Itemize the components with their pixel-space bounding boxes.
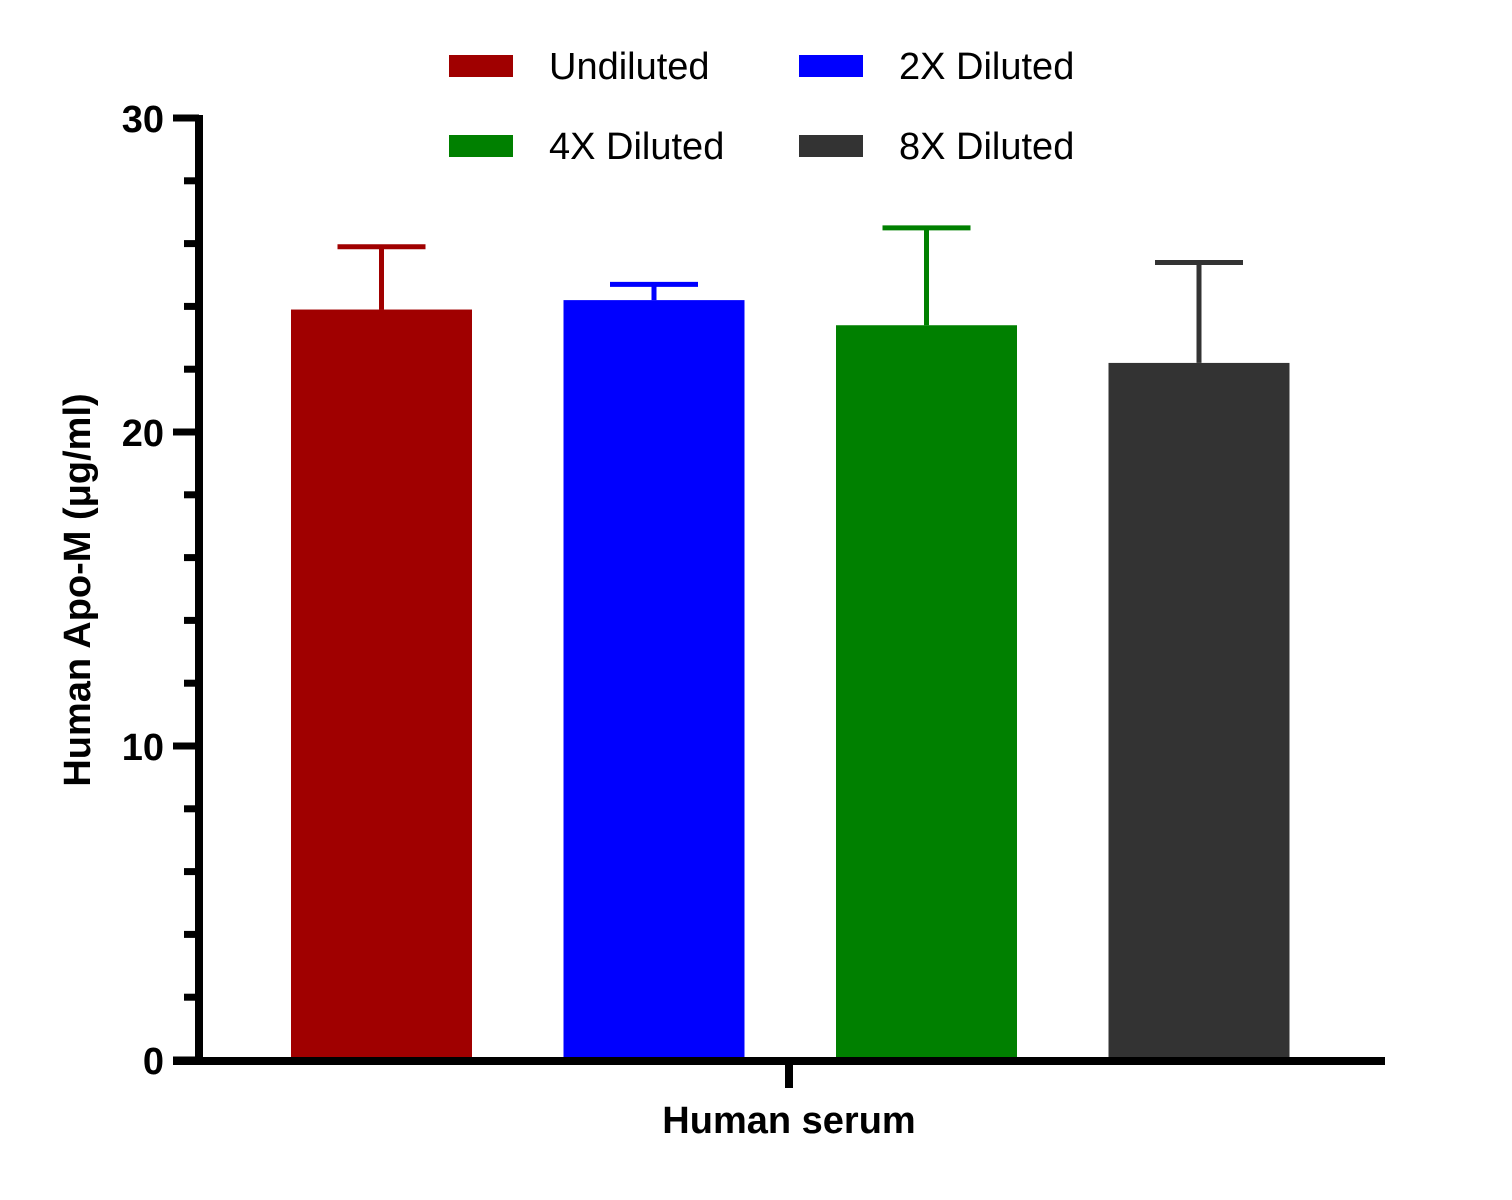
- x-axis: [173, 1057, 1385, 1088]
- y-tick-label: 30: [122, 99, 164, 141]
- y-tick-label: 10: [122, 727, 164, 769]
- bar-3: [836, 325, 1017, 1060]
- legend-label-1: Undiluted: [549, 46, 710, 88]
- legend-label-4: 8X Diluted: [899, 126, 1074, 168]
- legend-swatch-4: [799, 135, 863, 157]
- y-axis: 0 10 20 30: [122, 99, 203, 1083]
- legend: Undiluted 2X Diluted 4X Diluted 8X Diluted: [449, 46, 1074, 168]
- legend-swatch-3: [449, 135, 513, 157]
- y-axis-title: Human Apo-M (μg/ml): [57, 393, 99, 786]
- legend-swatch-1: [449, 55, 513, 77]
- legend-label-2: 2X Diluted: [899, 46, 1074, 88]
- x-axis-title: Human serum: [662, 1100, 915, 1142]
- y-tick-label: 0: [143, 1041, 164, 1083]
- bars: [291, 300, 1290, 1060]
- error-bars: [337, 225, 1243, 363]
- bar-1: [291, 309, 472, 1060]
- legend-label-3: 4X Diluted: [549, 126, 724, 168]
- bar-4: [1108, 362, 1290, 1060]
- legend-swatch-2: [799, 55, 863, 77]
- y-tick-label: 20: [122, 413, 164, 455]
- bar-2: [563, 300, 745, 1060]
